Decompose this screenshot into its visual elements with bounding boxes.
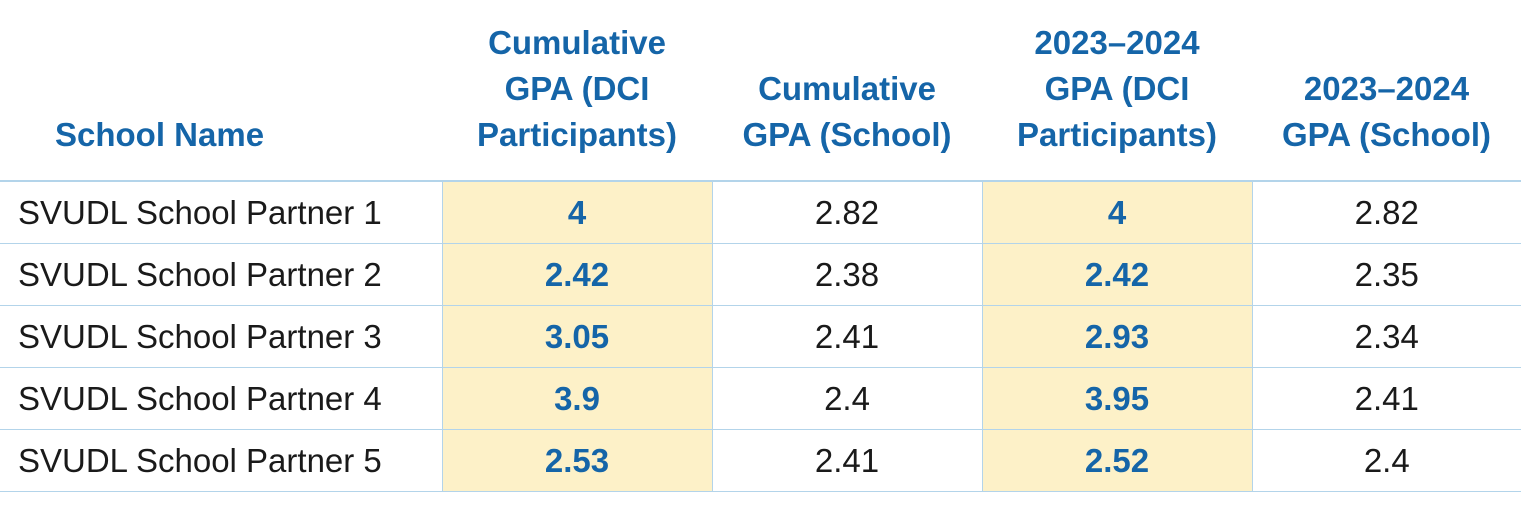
gpa-cell: 2.93 [981,305,1253,368]
gpa-cell: 4 [981,181,1253,244]
column-header-1: School Name [0,0,442,182]
gpa-cell: 2.41 [712,429,982,492]
school-name-cell: SVUDL School Partner 4 [0,367,442,430]
gpa-cell: 3.95 [981,367,1253,430]
column-header-line: GPA (DCI [504,70,650,107]
table-body: SVUDL School Partner 1 4 2.82 4 2.82 SVUDL Sc… [0,181,1521,492]
column-header-line: Participants) [477,116,677,153]
column-header-2: Cumulative GPA (DCI Participants) [442,0,712,182]
school-name-cell: SVUDL School Partner 1 [0,181,442,244]
gpa-cell: 2.42 [441,243,713,306]
gpa-cell: 2.82 [1252,181,1521,244]
gpa-cell: 3.9 [441,367,713,430]
school-name-cell: SVUDL School Partner 5 [0,429,442,492]
gpa-cell: 2.41 [712,305,982,368]
header-row: School Name Cumulative GPA (DCI Participant… [0,0,1521,182]
column-header-line: GPA (School) [1282,116,1491,153]
gpa-cell: 2.4 [1252,429,1521,492]
school-name-cell: SVUDL School Partner 2 [0,243,442,306]
gpa-cell: 2.4 [712,367,982,430]
column-header-line: 2023–2024 [1034,24,1200,61]
gpa-cell: 2.38 [712,243,982,306]
gpa-cell: 4 [441,181,713,244]
gpa-cell: 2.53 [441,429,713,492]
table-row: SVUDL School Partner 4 3.9 2.4 3.95 2.41 [0,367,1521,430]
gpa-cell: 2.82 [712,181,982,244]
table-row: SVUDL School Partner 5 2.53 2.41 2.52 2.4 [0,429,1521,492]
column-header-5: 2023–2024 GPA (School) [1252,0,1521,182]
gpa-cell: 2.35 [1252,243,1521,306]
table-row: SVUDL School Partner 2 2.42 2.38 2.42 2.35 [0,243,1521,306]
column-header-line: 2023–2024 [1303,70,1470,107]
column-header-line: GPA (School) [742,116,952,153]
gpa-cell: 2.34 [1252,305,1521,368]
gpa-cell: 2.41 [1252,367,1521,430]
gpa-cell: 3.05 [441,305,713,368]
column-header-line: Cumulative [488,24,666,61]
gpa-cell: 2.42 [981,243,1253,306]
table-row: SVUDL School Partner 1 4 2.82 4 2.82 [0,181,1521,244]
column-header-line: Cumulative [758,70,936,107]
column-header-3: Cumulative GPA (School) [712,0,982,182]
gpa-cell: 2.52 [981,429,1253,492]
column-header-line: School Name [55,116,265,153]
gpa-comparison-table: School Name Cumulative GPA (DCI Participant… [0,0,1521,492]
column-header-line: Participants) [1017,116,1217,153]
column-header-4: 2023–2024 GPA (DCI Participants) [982,0,1252,182]
table-header: School Name Cumulative GPA (DCI Participant… [0,0,1521,182]
school-name-cell: SVUDL School Partner 3 [0,305,442,368]
table-row: SVUDL School Partner 3 3.05 2.41 2.93 2.34 [0,305,1521,368]
column-header-line: GPA (DCI [1044,70,1190,107]
